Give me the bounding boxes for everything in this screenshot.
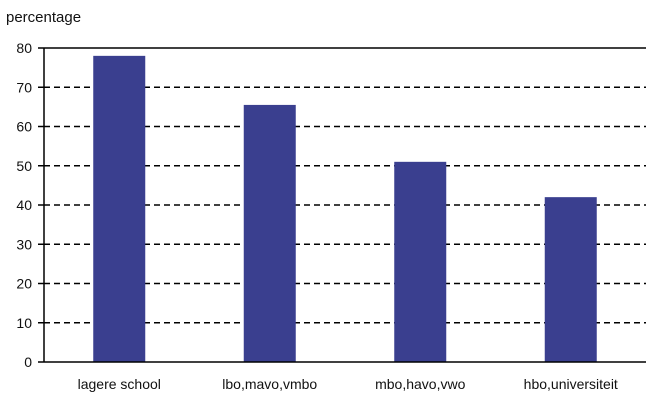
y-tick-label: 60	[16, 119, 32, 135]
x-tick-label: mbo,havo,vwo	[375, 376, 465, 392]
axes	[38, 47, 646, 363]
y-tick-labels: 0 10 20 30 40 50 60 70 80	[16, 40, 32, 370]
y-tick-label: 80	[16, 40, 32, 56]
x-tick-labels: lagere school lbo,mavo,vmbo mbo,havo,vwo hb…	[78, 376, 618, 392]
y-tick-label: 0	[24, 354, 32, 370]
y-tick-label: 20	[16, 276, 32, 292]
y-tick-label: 30	[16, 236, 32, 252]
bar	[544, 197, 597, 362]
y-axis-label: percentage	[6, 9, 81, 26]
bar	[243, 104, 296, 362]
y-tick-label: 50	[16, 158, 32, 174]
bar	[394, 161, 447, 362]
x-tick-label: lagere school	[78, 376, 161, 392]
y-tick-label: 10	[16, 315, 32, 331]
x-tick-label: hbo,universiteit	[524, 376, 618, 392]
y-tick-label: 40	[16, 197, 32, 213]
bar	[93, 55, 146, 362]
y-tick-label: 70	[16, 79, 32, 95]
bars	[93, 55, 597, 362]
x-tick-label: lbo,mavo,vmbo	[222, 376, 317, 392]
